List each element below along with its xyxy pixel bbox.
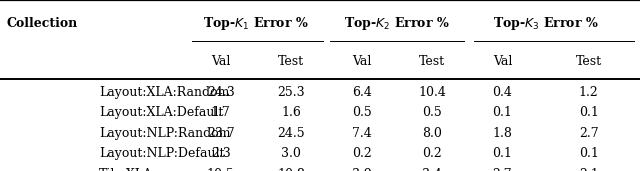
Text: 0.4: 0.4 xyxy=(492,86,513,99)
Text: 8.0: 8.0 xyxy=(422,127,442,140)
Text: 6.4: 6.4 xyxy=(351,86,372,99)
Text: 1.7: 1.7 xyxy=(211,106,230,119)
Text: 1.6: 1.6 xyxy=(281,106,301,119)
Text: Test: Test xyxy=(419,55,445,68)
Text: 10.5: 10.5 xyxy=(207,168,235,171)
Text: 1.2: 1.2 xyxy=(579,86,598,99)
Text: Val: Val xyxy=(211,55,230,68)
Text: Layout:XLA:Default: Layout:XLA:Default xyxy=(99,106,223,119)
Text: Layout:NLP:Default: Layout:NLP:Default xyxy=(99,147,225,160)
Text: Val: Val xyxy=(352,55,371,68)
Text: 10.8: 10.8 xyxy=(277,168,305,171)
Text: 24.3: 24.3 xyxy=(207,86,235,99)
Text: Layout:NLP:Random: Layout:NLP:Random xyxy=(99,127,230,140)
Text: 2.7: 2.7 xyxy=(579,127,598,140)
Text: Layout:XLA:Random: Layout:XLA:Random xyxy=(99,86,230,99)
Text: Top-$K_1$ Error %: Top-$K_1$ Error % xyxy=(204,15,308,32)
Text: 2.1: 2.1 xyxy=(579,168,598,171)
Text: Top-$K_3$ Error %: Top-$K_3$ Error % xyxy=(493,15,598,32)
Text: 0.5: 0.5 xyxy=(352,106,371,119)
Text: Test: Test xyxy=(278,55,304,68)
Text: 3.0: 3.0 xyxy=(281,147,301,160)
Text: 2.3: 2.3 xyxy=(211,147,230,160)
Text: 0.1: 0.1 xyxy=(579,147,599,160)
Text: 0.2: 0.2 xyxy=(422,147,442,160)
Text: 0.1: 0.1 xyxy=(492,106,513,119)
Text: Val: Val xyxy=(493,55,512,68)
Text: Top-$K_2$ Error %: Top-$K_2$ Error % xyxy=(344,15,449,32)
Text: 3.4: 3.4 xyxy=(422,168,442,171)
Text: Test: Test xyxy=(576,55,602,68)
Text: 25.3: 25.3 xyxy=(277,86,305,99)
Text: Collection: Collection xyxy=(6,17,77,30)
Text: 0.1: 0.1 xyxy=(492,147,513,160)
Text: 0.1: 0.1 xyxy=(579,106,599,119)
Text: Tile:XLA: Tile:XLA xyxy=(99,168,153,171)
Text: 0.2: 0.2 xyxy=(352,147,371,160)
Text: 23.7: 23.7 xyxy=(207,127,235,140)
Text: 7.4: 7.4 xyxy=(352,127,371,140)
Text: 24.5: 24.5 xyxy=(277,127,305,140)
Text: 10.4: 10.4 xyxy=(418,86,446,99)
Text: 3.9: 3.9 xyxy=(352,168,371,171)
Text: 1.8: 1.8 xyxy=(492,127,513,140)
Text: 2.7: 2.7 xyxy=(493,168,512,171)
Text: 0.5: 0.5 xyxy=(422,106,442,119)
